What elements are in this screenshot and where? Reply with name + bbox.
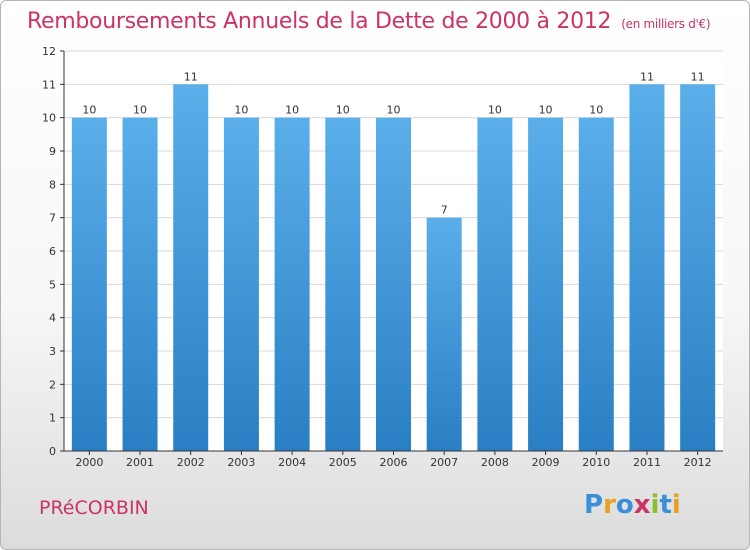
bar (426, 217, 462, 451)
x-tick-label: 2012 (684, 456, 712, 469)
bar-value-label: 10 (285, 104, 299, 117)
bar (376, 117, 411, 452)
x-tick-label: 2000 (75, 456, 103, 469)
x-tick-label: 2005 (329, 456, 357, 469)
bar-value-label: 11 (184, 70, 198, 83)
x-tick-label: 2011 (633, 456, 661, 469)
logo-letter: r (603, 490, 616, 520)
logo-letter: P (584, 490, 604, 520)
x-tick-label: 2010 (582, 456, 610, 469)
bar-value-label: 11 (640, 70, 654, 83)
logo-letter: t (659, 490, 672, 520)
logo-letter: i (650, 490, 660, 520)
bar-value-label: 10 (387, 104, 401, 117)
bar-value-label: 7 (441, 204, 448, 217)
x-tick-label: 2006 (380, 456, 408, 469)
bar (274, 117, 310, 452)
bar (477, 117, 513, 452)
x-tick-label: 2009 (532, 456, 560, 469)
bar (71, 117, 107, 452)
x-tick-label: 2001 (126, 456, 154, 469)
bar (629, 84, 665, 451)
x-tick-label: 2003 (227, 456, 255, 469)
bars (71, 84, 716, 452)
bar (680, 84, 716, 451)
bar-value-label: 10 (234, 104, 248, 117)
bar (173, 84, 209, 451)
labels: 0123456789101112102000102001112002102003… (42, 45, 712, 469)
bar (528, 117, 564, 452)
bar (578, 117, 614, 452)
bar-value-label: 10 (488, 104, 502, 117)
y-tick-label: 5 (49, 278, 56, 291)
bar-value-label: 11 (691, 70, 705, 83)
logo-letter: i (671, 490, 681, 520)
bar (122, 117, 158, 452)
bar-value-label: 10 (336, 104, 350, 117)
y-tick-label: 2 (49, 378, 56, 391)
y-tick-label: 0 (49, 445, 56, 458)
town-name: PRéCORBIN (39, 497, 149, 519)
y-tick-label: 9 (49, 145, 56, 158)
bar-value-label: 10 (82, 104, 96, 117)
proxiti-logo: Proxiti (584, 490, 681, 520)
bar-value-label: 10 (589, 104, 603, 117)
y-tick-label: 12 (42, 45, 56, 58)
y-tick-label: 3 (49, 345, 56, 358)
chart-subtitle: (en milliers d'€) (621, 17, 711, 31)
y-tick-label: 11 (42, 78, 56, 91)
logo-letter: x (633, 490, 651, 520)
y-tick-label: 1 (49, 412, 56, 425)
y-tick-label: 8 (49, 178, 56, 191)
x-tick-label: 2004 (278, 456, 306, 469)
bar-value-label: 10 (133, 104, 147, 117)
bar-value-label: 10 (539, 104, 553, 117)
axes (60, 50, 723, 455)
y-tick-label: 4 (49, 312, 56, 325)
x-tick-label: 2008 (481, 456, 509, 469)
chart-title: Remboursements Annuels de la Dette de 20… (27, 9, 711, 34)
logo-letter: o (615, 490, 634, 520)
title-text: Remboursements Annuels de la Dette de 20… (27, 9, 612, 34)
x-tick-label: 2007 (430, 456, 458, 469)
x-tick-label: 2002 (177, 456, 205, 469)
y-tick-label: 6 (49, 245, 56, 258)
bar (223, 117, 259, 452)
y-tick-label: 7 (49, 212, 56, 225)
bar (325, 117, 361, 452)
y-tick-label: 10 (42, 112, 56, 125)
